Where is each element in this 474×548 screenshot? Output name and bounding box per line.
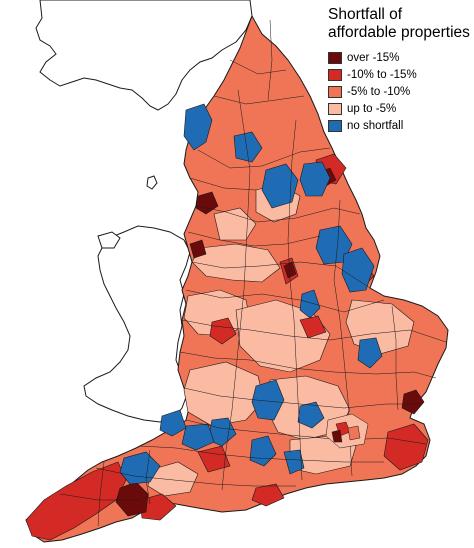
legend-label: over -15% bbox=[347, 52, 400, 64]
legend-item: no shortfall bbox=[328, 118, 472, 134]
legend-swatch-10-to-15 bbox=[328, 69, 342, 81]
isle-of-man-outline bbox=[146, 175, 158, 190]
legend: Shortfall of affordable properties over … bbox=[328, 6, 472, 135]
legend-item: -10% to -15% bbox=[328, 67, 472, 83]
legend-swatch-up-to-5 bbox=[328, 103, 342, 115]
district-boundaries bbox=[59, 19, 447, 527]
regions-no-shortfall bbox=[119, 103, 383, 485]
legend-label: -5% to -10% bbox=[347, 86, 411, 98]
legend-label: up to -5% bbox=[347, 103, 397, 115]
regions-over-15 bbox=[115, 167, 425, 517]
legend-item: over -15% bbox=[328, 50, 472, 66]
london-boroughs bbox=[325, 413, 369, 449]
legend-swatch-over-15 bbox=[328, 52, 342, 64]
legend-swatch-5-to-10 bbox=[328, 86, 342, 98]
wales-outline bbox=[83, 225, 191, 423]
scotland-outline bbox=[35, 0, 253, 111]
legend-rows: over -15% -10% to -15% -5% to -10% up to… bbox=[328, 50, 472, 134]
legend-item: up to -5% bbox=[328, 101, 472, 117]
legend-label: no shortfall bbox=[347, 120, 404, 132]
legend-title: Shortfall of affordable properties bbox=[328, 6, 470, 41]
legend-swatch-no-shortfall bbox=[328, 120, 342, 132]
legend-label: -10% to -15% bbox=[347, 69, 417, 81]
legend-item: -5% to -10% bbox=[328, 84, 472, 100]
anglesey-outline bbox=[97, 231, 121, 249]
